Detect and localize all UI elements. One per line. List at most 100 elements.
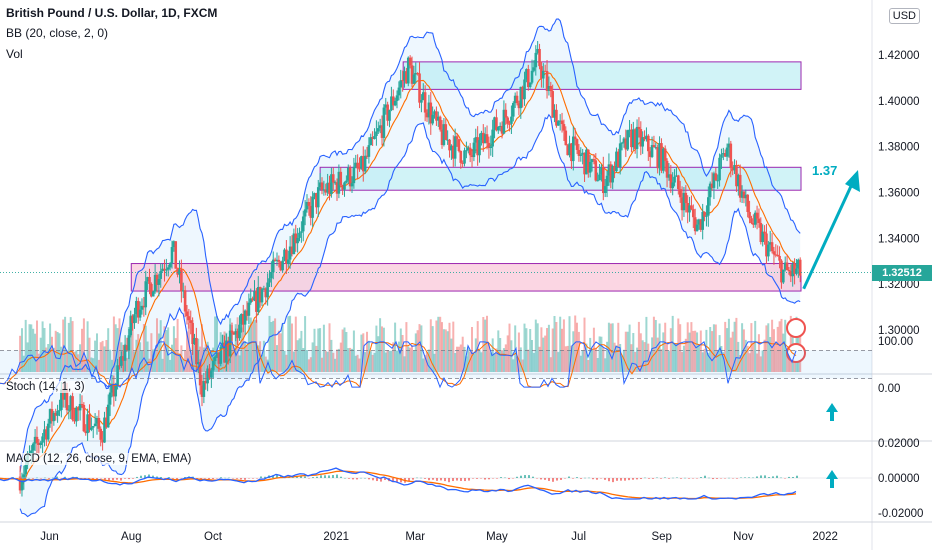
candle-body <box>590 159 594 162</box>
volume-bar <box>388 350 391 372</box>
candle-body <box>699 219 703 230</box>
macd-histogram-bar <box>580 478 582 479</box>
volume-bar <box>478 350 481 372</box>
sr-zone <box>402 61 802 90</box>
candle-body <box>412 74 416 84</box>
stoch-axis-tick: 100.00 <box>878 336 913 348</box>
macd-histogram-bar <box>508 478 510 480</box>
macd-histogram-bar <box>616 478 618 481</box>
candle-body <box>500 125 504 134</box>
candle-body <box>797 259 800 269</box>
candle-body <box>148 277 151 284</box>
macd-histogram-bar <box>144 475 146 478</box>
macd-histogram-bar <box>372 478 374 481</box>
candle-body <box>772 251 776 255</box>
candle-body <box>654 147 658 149</box>
candle-body <box>547 85 551 91</box>
volume-bar <box>538 346 541 372</box>
stoch-axis-tick: 0.00 <box>878 383 900 395</box>
volume-bar <box>268 315 271 372</box>
candle-body <box>208 368 211 378</box>
volume-bar <box>339 342 342 372</box>
candle-body <box>226 340 230 357</box>
time-axis-tick: Oct <box>204 531 223 543</box>
volume-bar <box>240 327 243 372</box>
macd-histogram-bar <box>332 475 334 478</box>
volume-bar <box>711 331 714 372</box>
candle-body <box>48 409 52 424</box>
candle-body <box>341 185 344 190</box>
candle-body <box>586 149 590 173</box>
volume-bar <box>349 347 352 372</box>
candle-body <box>99 428 103 440</box>
candle-body <box>253 291 256 301</box>
volume-bar <box>752 343 755 372</box>
volume-bar <box>409 347 412 372</box>
candle-body <box>774 254 778 256</box>
candle-body <box>669 174 673 189</box>
candle-body <box>600 167 603 175</box>
volume-bar <box>251 321 254 372</box>
volume-bar <box>279 333 282 372</box>
volume-bar <box>332 352 335 372</box>
volume-bar <box>114 324 117 372</box>
volume-bar <box>37 353 40 372</box>
macd-histogram-bar <box>772 476 774 478</box>
candle-body <box>180 269 183 292</box>
candle-body <box>641 137 644 147</box>
volume-bar <box>163 326 166 372</box>
us-flag-icon[interactable] <box>786 343 806 363</box>
macd-histogram-bar <box>604 478 606 480</box>
volume-bar <box>780 318 783 372</box>
macd-indicator-label[interactable]: MACD (12, 26, close, 9, EMA, EMA) <box>6 453 192 465</box>
stoch-indicator-label[interactable]: Stoch (14, 1, 3) <box>6 381 85 393</box>
candle-body <box>390 96 393 111</box>
candle-body <box>425 112 429 118</box>
candle-body <box>795 268 798 274</box>
volume-bar <box>202 347 205 372</box>
volume-bar <box>757 334 760 372</box>
candle-body <box>663 148 667 161</box>
volume-bar <box>311 342 314 372</box>
volume-indicator-label[interactable]: Vol <box>6 47 23 61</box>
gb-flag-icon[interactable] <box>786 318 806 338</box>
candle-body <box>549 85 553 92</box>
volume-bar <box>131 315 134 372</box>
volume-bar <box>208 352 211 372</box>
bb-indicator-label[interactable]: BB (20, close, 2, 0) <box>6 26 109 40</box>
volume-bar <box>553 316 556 372</box>
volume-bar <box>422 358 425 372</box>
volume-bar <box>789 315 792 372</box>
time-axis-tick: Mar <box>405 531 425 543</box>
macd-histogram-bar <box>276 474 278 478</box>
volume-bar <box>345 332 348 372</box>
currency-badge[interactable]: USD <box>888 8 920 24</box>
macd-histogram-bar <box>344 477 346 479</box>
candle-body <box>429 102 433 124</box>
candle-body <box>609 164 613 183</box>
candle-body <box>517 103 521 109</box>
candle-body <box>573 136 577 140</box>
candle-body <box>622 138 626 143</box>
candle-body <box>166 267 170 270</box>
projection-arrowhead <box>845 170 860 192</box>
macd-histogram-bar <box>348 478 350 479</box>
candle-body <box>511 103 515 117</box>
candle-body <box>202 381 206 397</box>
macd-histogram-bar <box>720 478 722 479</box>
candle-body <box>206 368 209 384</box>
volume-bar <box>591 348 593 372</box>
projection-arrow <box>802 183 854 290</box>
candle-body <box>686 202 689 213</box>
candle-body <box>671 182 674 189</box>
macd-histogram-bar <box>444 478 446 482</box>
volume-bar <box>41 321 44 372</box>
candle-body <box>782 269 785 283</box>
candle-body <box>495 117 498 131</box>
candle-body <box>474 137 478 143</box>
volume-bar <box>334 358 337 372</box>
volume-bar <box>394 322 397 372</box>
volume-bar <box>619 344 622 372</box>
volume-bar <box>253 319 256 372</box>
